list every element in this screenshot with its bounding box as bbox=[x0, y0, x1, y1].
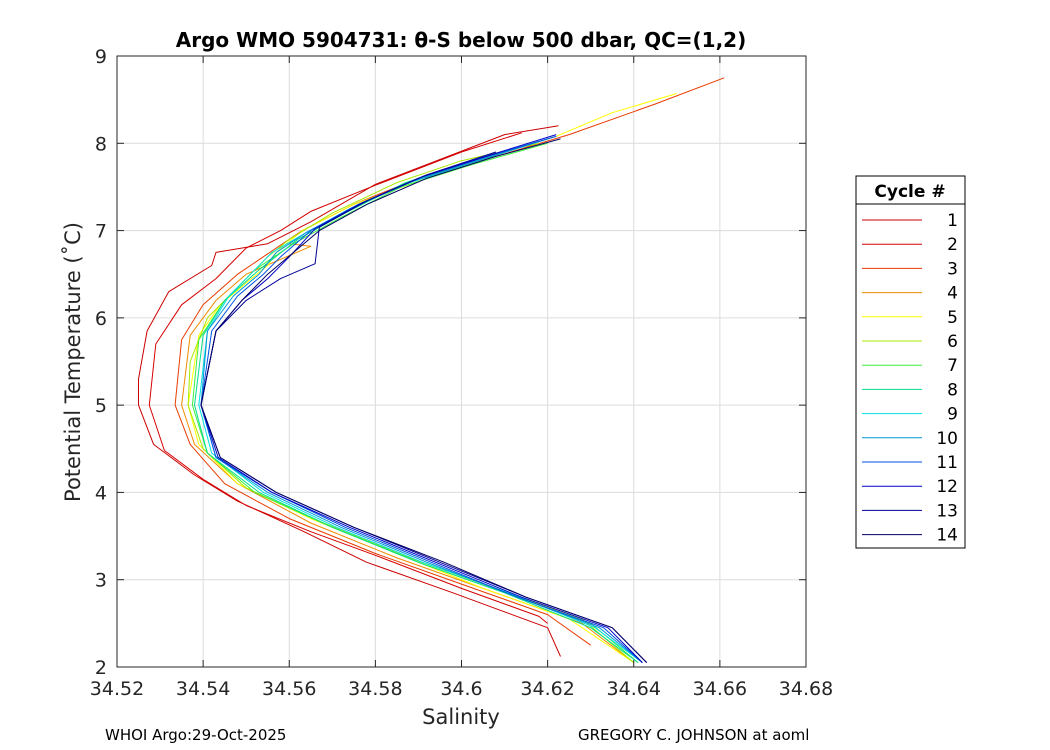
y-tick-label: 4 bbox=[95, 482, 107, 504]
series-line-cycle-1 bbox=[138, 125, 561, 657]
y-tick-label: 7 bbox=[95, 221, 107, 243]
legend-label-cycle-10: 10 bbox=[936, 429, 958, 449]
y-tick-label: 3 bbox=[95, 570, 107, 592]
footer-right: GREGORY C. JOHNSON at aoml bbox=[578, 726, 809, 744]
series-lines bbox=[138, 77, 725, 664]
y-tick-label: 8 bbox=[95, 133, 107, 155]
legend-label-cycle-5: 5 bbox=[947, 308, 958, 328]
legend-label-cycle-14: 14 bbox=[936, 526, 958, 546]
x-tick-label: 34.62 bbox=[520, 678, 574, 700]
x-tick-label: 34.52 bbox=[90, 678, 144, 700]
chart-title: Argo WMO 5904731: θ-S below 500 dbar, QC… bbox=[176, 28, 746, 52]
series-line-cycle-2 bbox=[148, 132, 548, 624]
y-tick-label: 6 bbox=[95, 308, 107, 330]
x-axis-label: Salinity bbox=[422, 705, 500, 729]
legend-label-cycle-3: 3 bbox=[947, 259, 958, 279]
footer-left: WHOI Argo:29-Oct-2025 bbox=[105, 726, 286, 744]
legend-label-cycle-12: 12 bbox=[936, 477, 958, 497]
legend-label-cycle-8: 8 bbox=[947, 380, 958, 400]
legend-label-cycle-13: 13 bbox=[936, 501, 958, 521]
legend-label-cycle-6: 6 bbox=[947, 332, 958, 352]
x-tick-label: 34.66 bbox=[693, 678, 747, 700]
legend-label-cycle-7: 7 bbox=[947, 356, 958, 376]
legend-title: Cycle # bbox=[874, 182, 945, 202]
legend-label-cycle-1: 1 bbox=[947, 211, 958, 231]
legend-label-cycle-11: 11 bbox=[936, 453, 958, 473]
series-line-cycle-14 bbox=[200, 138, 648, 663]
x-tick-label: 34.68 bbox=[779, 678, 833, 700]
x-tick-label: 34.56 bbox=[262, 678, 316, 700]
y-tick-label: 9 bbox=[95, 46, 107, 68]
legend-label-cycle-2: 2 bbox=[947, 235, 958, 255]
y-tick-label: 2 bbox=[95, 657, 107, 679]
x-tick-label: 34.58 bbox=[348, 678, 402, 700]
x-tick-label: 34.54 bbox=[176, 678, 230, 700]
axis-ticks: 34.52 34.54 34.56 34.58 34.6 34.62 34.64 34.66 3… bbox=[90, 46, 833, 700]
legend-label-cycle-9: 9 bbox=[947, 405, 958, 425]
x-tick-label: 34.6 bbox=[440, 678, 482, 700]
y-tick-label: 5 bbox=[95, 395, 107, 417]
y-axis-label: Potential Temperature (˚C) bbox=[61, 222, 85, 502]
legend-label-cycle-4: 4 bbox=[947, 284, 958, 304]
x-tick-label: 34.64 bbox=[607, 678, 661, 700]
